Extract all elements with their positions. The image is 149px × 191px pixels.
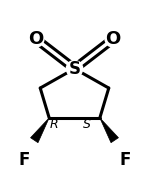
Text: O: O [28,30,43,48]
Text: R: R [49,118,58,131]
Text: F: F [18,151,30,169]
Text: S: S [83,118,91,131]
Text: F: F [119,151,131,169]
Circle shape [28,31,44,47]
Text: S: S [69,60,80,78]
Polygon shape [31,118,49,143]
Text: O: O [106,30,121,48]
Circle shape [105,31,121,47]
Circle shape [66,61,83,77]
Polygon shape [100,118,118,143]
